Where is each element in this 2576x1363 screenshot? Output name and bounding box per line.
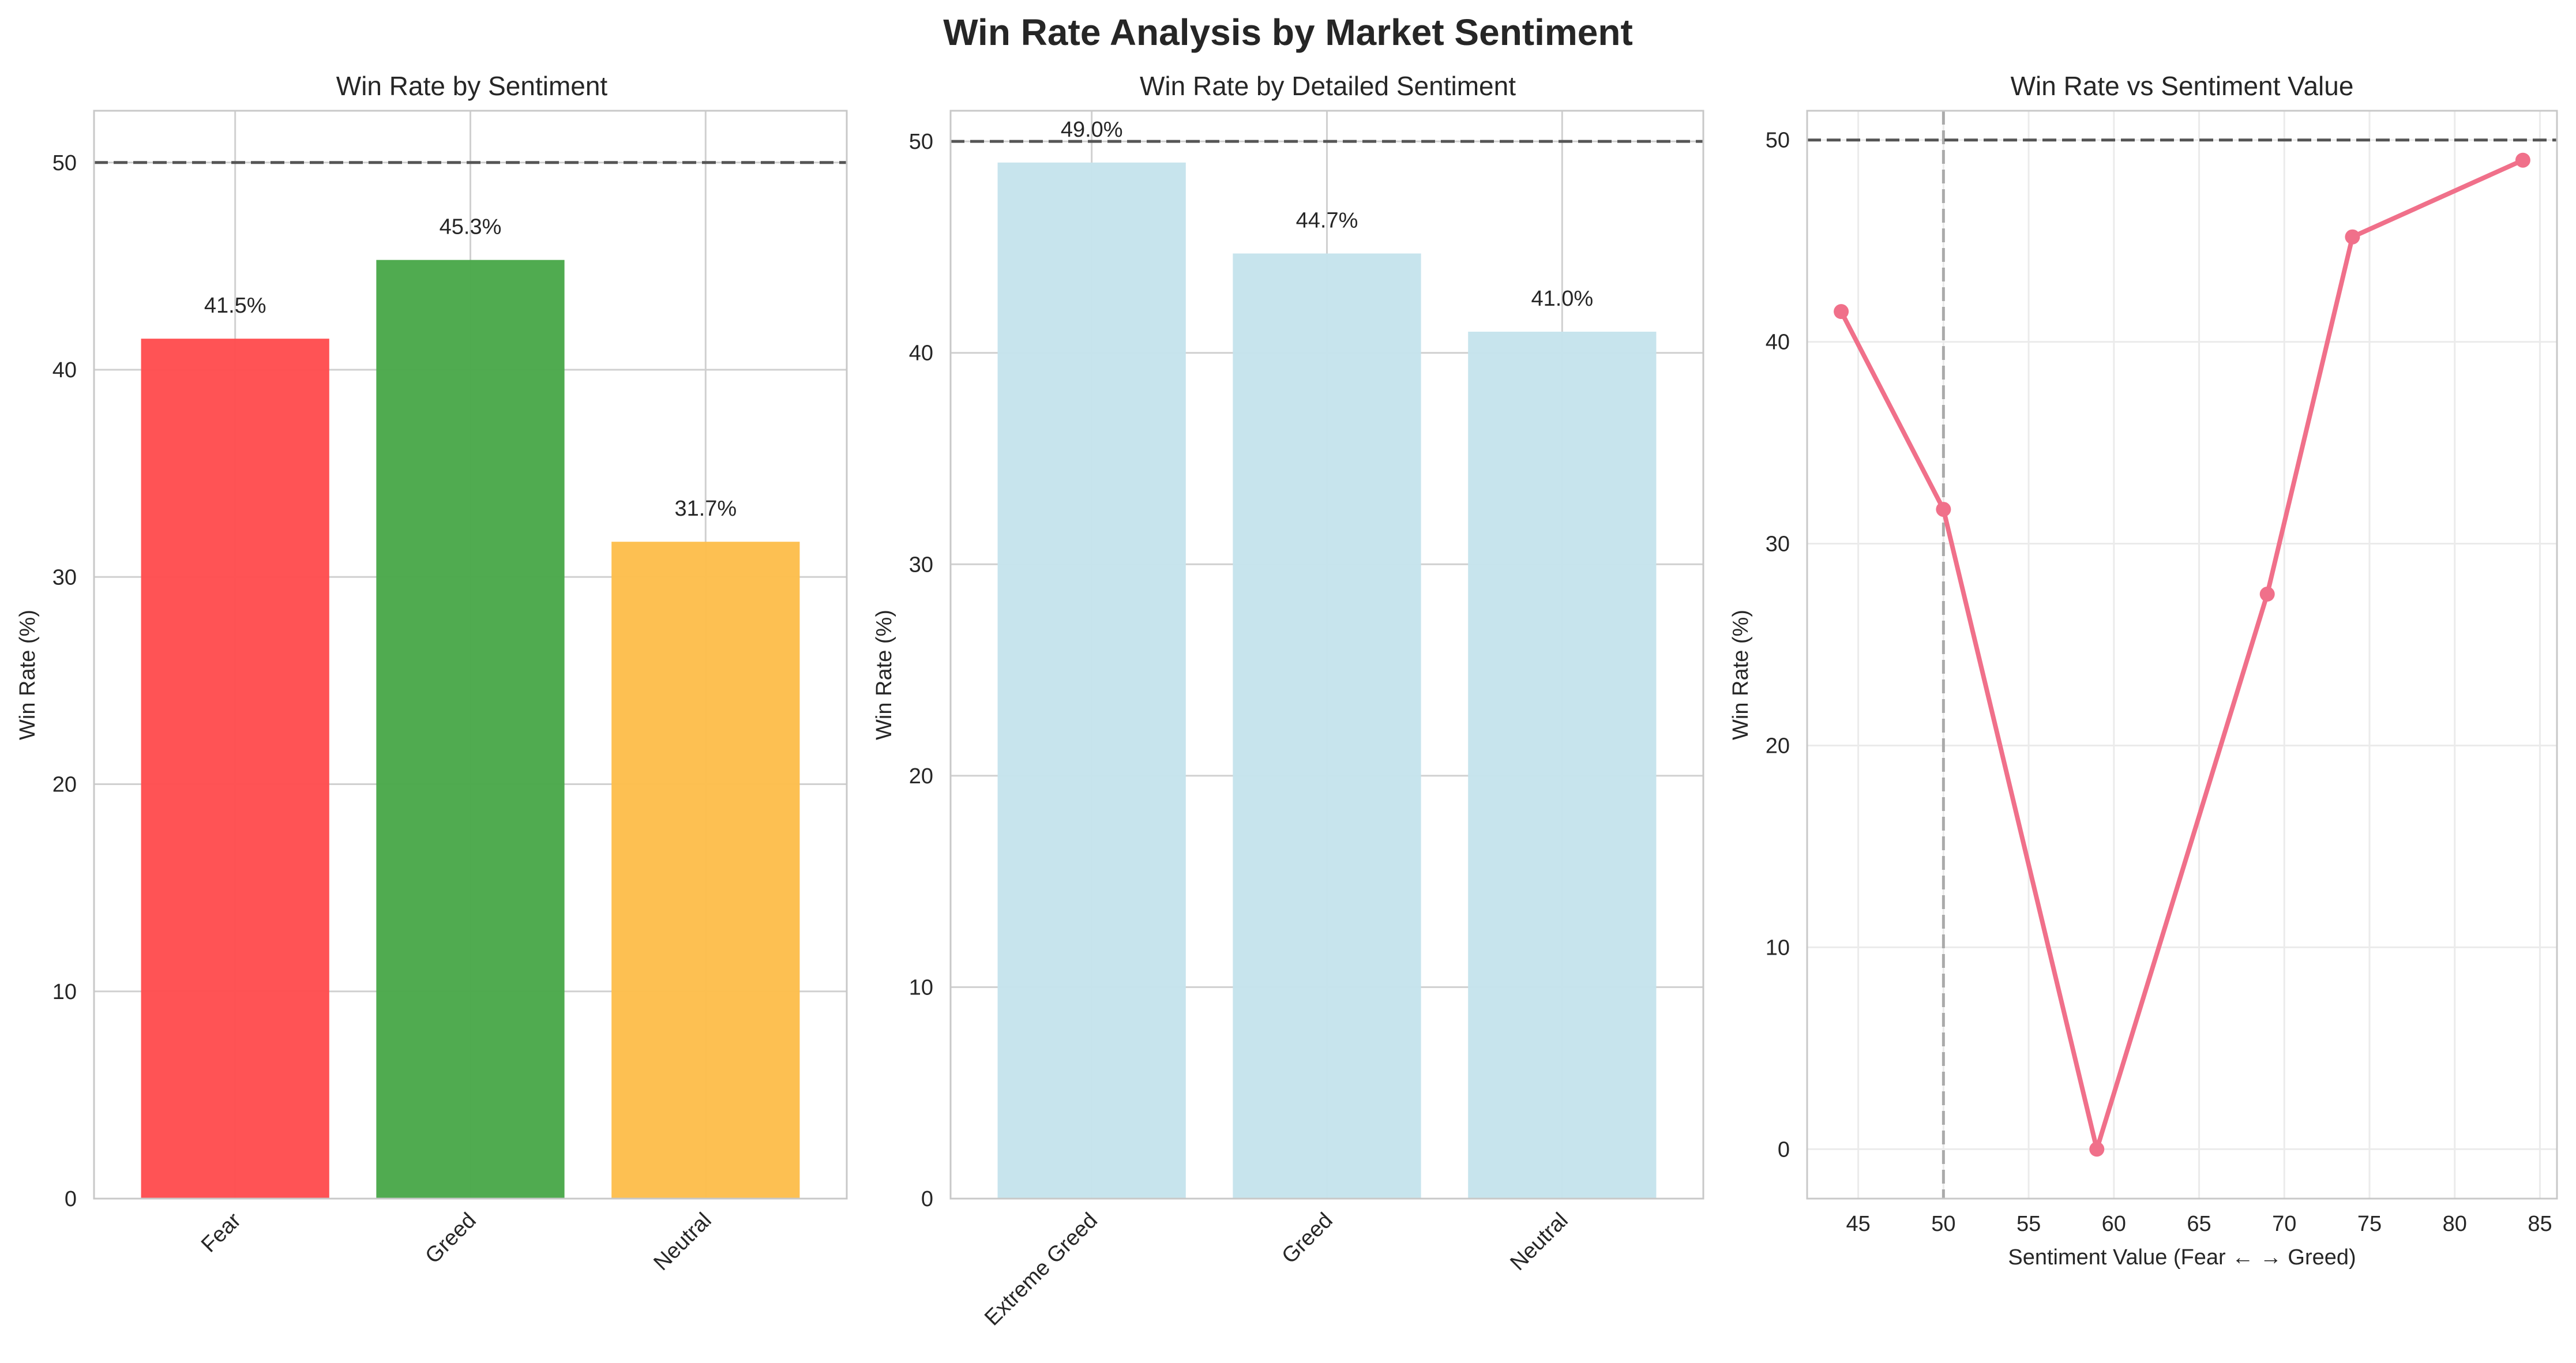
x-tick-label: 60 xyxy=(2102,1212,2126,1236)
axes-frame xyxy=(949,110,1704,1200)
y-tick-label: 50 xyxy=(909,130,933,154)
x-tick-label: 70 xyxy=(2272,1212,2296,1236)
x-tick-label: 75 xyxy=(2357,1212,2382,1236)
figure-title: Win Rate Analysis by Market Sentiment xyxy=(943,12,1633,53)
panel-title: Win Rate by Detailed Sentiment xyxy=(1140,71,1516,101)
bar-value-label: 31.7% xyxy=(674,497,737,521)
x-tick-label: 80 xyxy=(2443,1212,2467,1236)
axes-frame xyxy=(1806,110,2558,1200)
panel-title: Win Rate by Sentiment xyxy=(336,71,608,101)
panel-win-rate-vs-sentiment-value: Win Rate vs Sentiment Value 0 10 20 30 40 50 4… xyxy=(1729,71,2558,1270)
y-tick-label: 30 xyxy=(52,565,77,589)
bar-neutral xyxy=(611,542,800,1199)
plot-area: 0 10 20 30 40 50 45 50 55 60 65 70 75 80 85 xyxy=(1766,110,2558,1236)
y-tick-label: 40 xyxy=(1766,331,1790,355)
bar-value-label: 44.7% xyxy=(1296,208,1358,232)
y-tick-label: 20 xyxy=(1766,734,1790,758)
y-axis-label: Win Rate (%) xyxy=(16,610,40,740)
data-point xyxy=(1936,502,1951,517)
bar-greed xyxy=(1233,253,1421,1199)
x-tick-label: 85 xyxy=(2528,1212,2552,1236)
bar-greed xyxy=(376,260,565,1199)
series-line xyxy=(1839,158,2524,1152)
data-point xyxy=(1834,304,1849,320)
axes-frame xyxy=(93,110,848,1200)
bar-fear xyxy=(141,339,329,1199)
bar-value-label: 49.0% xyxy=(1061,118,1123,142)
y-tick-label: 20 xyxy=(52,773,77,797)
y-tick-label: 40 xyxy=(52,358,77,382)
bar-value-label: 41.5% xyxy=(204,294,266,318)
bar-neutral xyxy=(1468,332,1657,1199)
x-tick-label: 50 xyxy=(1931,1212,1955,1236)
y-tick-label: 10 xyxy=(909,975,933,1000)
y-axis-label: Win Rate (%) xyxy=(872,610,896,740)
y-tick-label: 10 xyxy=(52,980,77,1004)
y-tick-label: 20 xyxy=(909,764,933,788)
y-axis-label: Win Rate (%) xyxy=(1729,610,1753,740)
x-tick-label: 55 xyxy=(2017,1212,2041,1236)
bar-value-label: 41.0% xyxy=(1531,287,1593,311)
x-tick-label: 45 xyxy=(1846,1212,1870,1236)
y-tick-label: 10 xyxy=(1766,936,1790,960)
data-point xyxy=(2089,1142,2105,1157)
data-point xyxy=(2259,587,2275,602)
y-tick-label: 30 xyxy=(909,553,933,577)
y-tick-label: 30 xyxy=(1766,532,1790,557)
y-tick-label: 0 xyxy=(1778,1137,1790,1162)
data-point xyxy=(2345,229,2360,245)
y-tick-label: 50 xyxy=(1766,129,1790,153)
x-tick-label: 65 xyxy=(2187,1212,2211,1236)
y-tick-label: 0 xyxy=(921,1187,933,1211)
x-axis-label: Sentiment Value (Fear ← → Greed) xyxy=(2008,1245,2356,1270)
panel-win-rate-by-sentiment: Win Rate by Sentiment 0 10 20 30 40 50 41.5% 45… xyxy=(16,71,848,1275)
y-tick-label: 0 xyxy=(65,1187,77,1211)
bar-value-label: 45.3% xyxy=(440,215,502,239)
panel-title: Win Rate vs Sentiment Value xyxy=(2011,71,2354,101)
y-tick-label: 50 xyxy=(52,151,77,175)
y-tick-label: 40 xyxy=(909,341,933,366)
bar-extreme-greed xyxy=(997,162,1186,1199)
data-point xyxy=(2515,152,2530,168)
